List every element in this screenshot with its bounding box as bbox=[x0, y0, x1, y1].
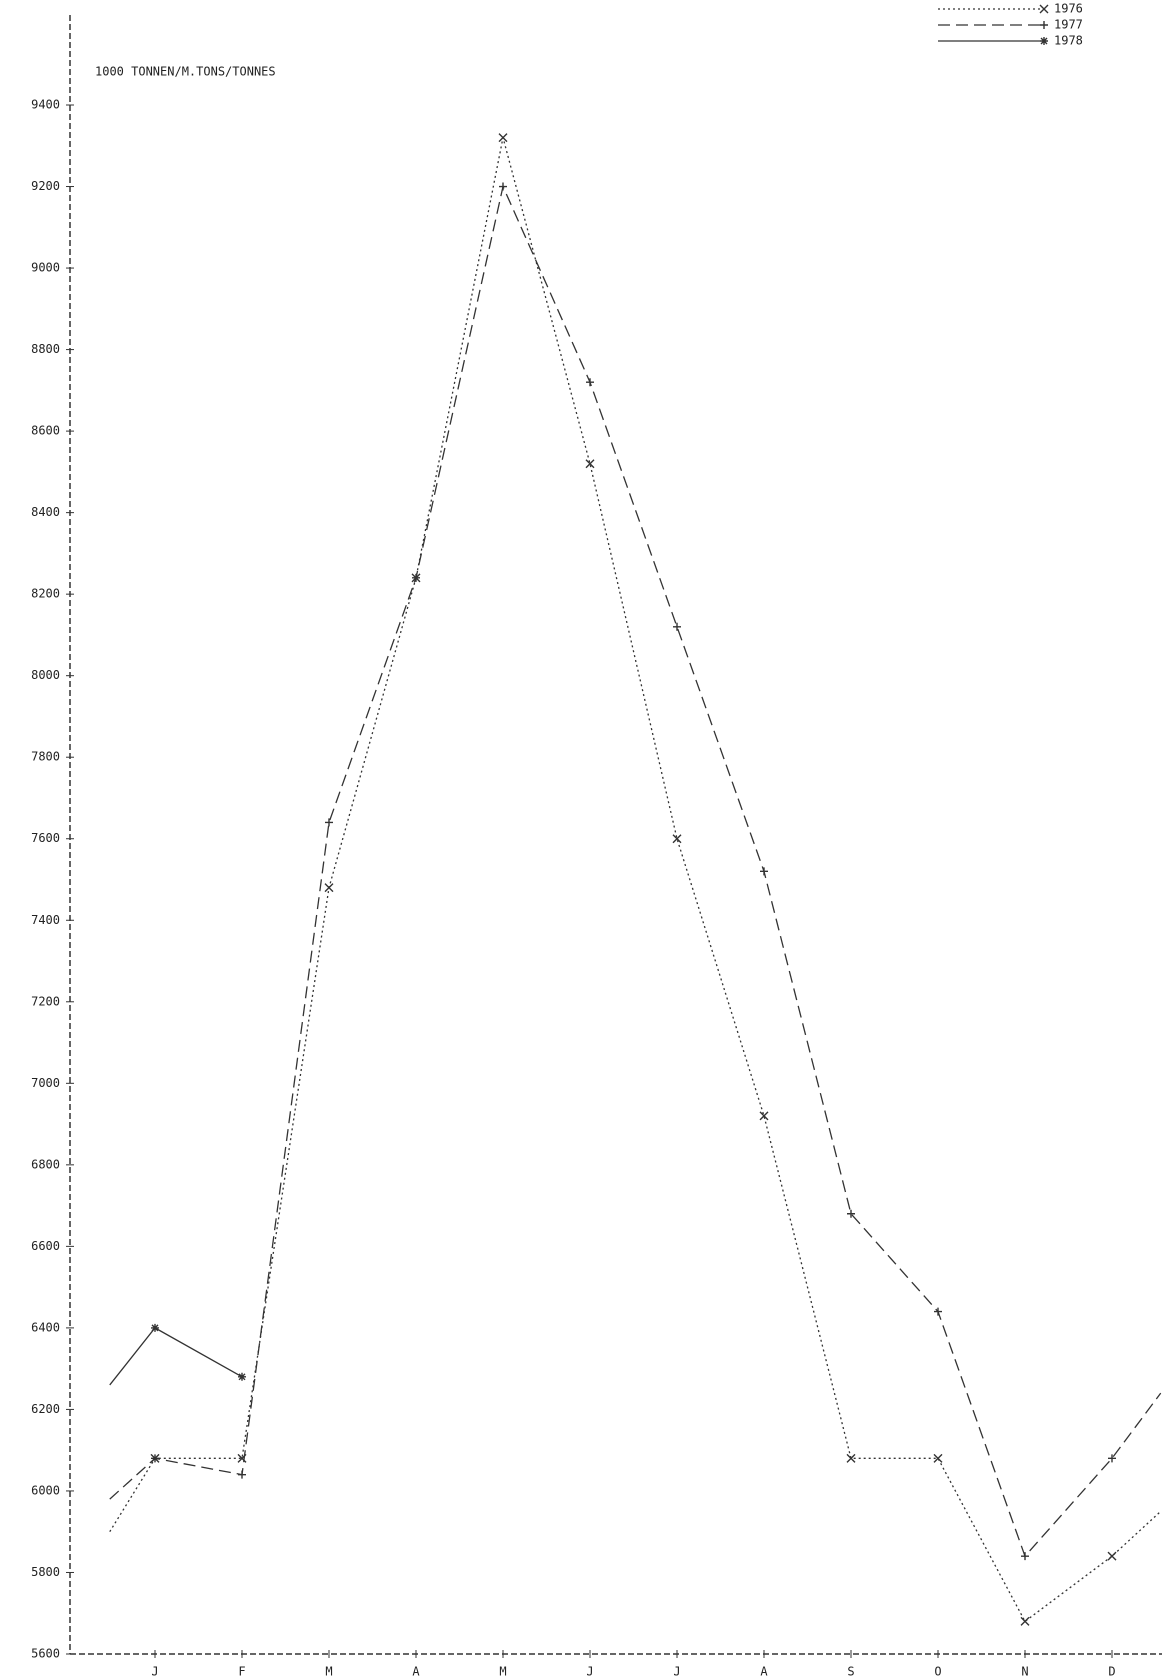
x-tick-label: M bbox=[499, 1665, 506, 1679]
x-tick-label: J bbox=[151, 1665, 158, 1679]
y-tick-label: 5600 bbox=[31, 1647, 60, 1661]
y-tick-label: 8200 bbox=[31, 587, 60, 601]
point-marker bbox=[1020, 1616, 1030, 1626]
x-tick-label: F bbox=[238, 1665, 245, 1679]
y-tick-label: 7800 bbox=[31, 750, 60, 764]
point-marker bbox=[238, 1372, 246, 1381]
point-marker bbox=[847, 1209, 855, 1218]
y-tick-label: 9400 bbox=[31, 98, 60, 112]
point-marker bbox=[412, 573, 420, 582]
point-marker bbox=[673, 622, 681, 631]
y-tick-label: 5800 bbox=[31, 1565, 60, 1579]
point-marker bbox=[1108, 1454, 1116, 1463]
x-tick-label: D bbox=[1108, 1665, 1115, 1679]
point-marker bbox=[498, 133, 508, 143]
y-tick-label: 8400 bbox=[31, 505, 60, 519]
y-tick-label: 8000 bbox=[31, 668, 60, 682]
series-line bbox=[109, 137, 1162, 1623]
y-tick-label: 6000 bbox=[31, 1483, 60, 1497]
y-tick-label: 8600 bbox=[31, 424, 60, 438]
point-marker bbox=[1040, 21, 1048, 29]
x-tick-label: M bbox=[325, 1665, 332, 1679]
point-marker bbox=[325, 818, 333, 827]
point-marker bbox=[1107, 1551, 1117, 1561]
point-marker bbox=[759, 1111, 769, 1121]
series-line bbox=[109, 1327, 243, 1386]
point-marker bbox=[586, 378, 594, 387]
x-tick-label: J bbox=[673, 1665, 680, 1679]
series-line bbox=[109, 184, 1162, 1558]
point-marker bbox=[933, 1453, 943, 1463]
point-marker bbox=[1021, 1552, 1029, 1561]
point-marker bbox=[151, 1323, 159, 1332]
x-tick-label: A bbox=[760, 1665, 768, 1679]
point-marker bbox=[846, 1453, 856, 1463]
legend-label: 1976 bbox=[1054, 2, 1083, 16]
y-tick-label: 9200 bbox=[31, 179, 60, 193]
y-tick-label: 6800 bbox=[31, 1157, 60, 1171]
legend-label: 1977 bbox=[1054, 18, 1083, 32]
point-marker bbox=[499, 182, 507, 191]
x-tick-label: A bbox=[412, 1665, 420, 1679]
y-tick-label: 6600 bbox=[31, 1239, 60, 1253]
y-tick-label: 8800 bbox=[31, 342, 60, 356]
point-marker bbox=[760, 867, 768, 876]
point-marker bbox=[324, 883, 334, 893]
chart-subtitle: 1000 TONNEN/M.TONS/TONNES bbox=[95, 65, 276, 79]
x-tick-label: O bbox=[934, 1665, 941, 1679]
x-tick-label: J bbox=[586, 1665, 593, 1679]
point-marker bbox=[238, 1470, 246, 1479]
y-tick-label: 6200 bbox=[31, 1402, 60, 1416]
point-marker bbox=[934, 1307, 942, 1316]
point-marker bbox=[585, 459, 595, 469]
point-marker bbox=[1040, 37, 1048, 45]
y-tick-label: 6400 bbox=[31, 1320, 60, 1334]
y-tick-label: 7000 bbox=[31, 1076, 60, 1090]
point-marker bbox=[672, 834, 682, 844]
y-tick-label: 7200 bbox=[31, 994, 60, 1008]
y-tick-label: 9000 bbox=[31, 261, 60, 275]
legend-label: 1978 bbox=[1054, 34, 1083, 48]
y-tick-label: 7600 bbox=[31, 831, 60, 845]
point-marker bbox=[151, 1454, 159, 1463]
x-tick-label: N bbox=[1021, 1665, 1028, 1679]
x-tick-label: S bbox=[847, 1665, 854, 1679]
y-tick-label: 7400 bbox=[31, 913, 60, 927]
point-marker bbox=[1039, 4, 1049, 14]
